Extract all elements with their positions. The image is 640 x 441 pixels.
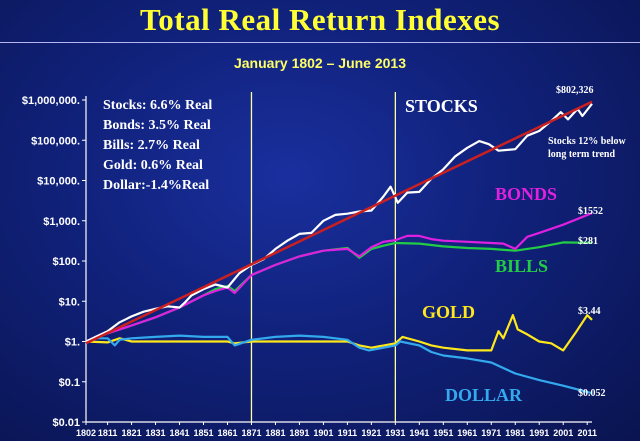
series-line-trend xyxy=(85,100,593,345)
plot-frame xyxy=(85,96,592,423)
x-tick-label: 1821 xyxy=(122,428,142,438)
x-tick-label: 1831 xyxy=(146,428,166,438)
x-tick-label: 1991 xyxy=(529,428,549,438)
series-line-bonds xyxy=(85,212,593,343)
series-label-dollar: DOLLAR xyxy=(445,385,523,405)
x-tick-label: 1871 xyxy=(241,428,261,438)
y-tick-label: $10,000. xyxy=(37,176,80,188)
x-tick-label: 1911 xyxy=(338,428,358,438)
y-tick-label: $100. xyxy=(52,256,80,268)
y-tick-label: $0.01 xyxy=(52,417,80,429)
series-line-gold xyxy=(85,314,593,352)
x-tick-label: 1981 xyxy=(505,428,525,438)
x-tick-label: 1971 xyxy=(481,428,501,438)
title-divider xyxy=(0,42,640,43)
x-axis: 1802 1811 1821 1831 1841 1851 1861 1871 1881 1891… xyxy=(76,422,597,438)
x-tick-label: 1951 xyxy=(433,428,453,438)
series-label-stocks: STOCKS xyxy=(405,96,478,116)
vertical-markers xyxy=(250,92,397,422)
end-value-dollar: $0.052 xyxy=(578,388,606,399)
annotation-line: Stocks 12% below xyxy=(548,136,627,147)
y-axis: $0.01 $0.1 $1. $10. $100. $1,000. $10,000. $100… xyxy=(22,95,86,429)
end-value-stocks: $802,326 xyxy=(556,85,594,96)
series-lines xyxy=(85,100,593,395)
x-tick-label: 1921 xyxy=(361,428,381,438)
x-tick-label: 2011 xyxy=(577,428,597,438)
annotation: Stocks 12% below long term trend xyxy=(548,136,627,160)
x-tick-label: 1901 xyxy=(313,428,333,438)
end-value-bills: $281 xyxy=(578,236,598,247)
y-tick-label: $100,000. xyxy=(31,135,80,147)
series-line-stocks xyxy=(85,103,593,343)
chart-subtitle: January 1802 – June 2013 xyxy=(233,55,406,71)
legend-line: Bills: 2.7% Real xyxy=(103,138,200,153)
y-tick-label: $1,000,000. xyxy=(22,95,80,107)
legend-line: Stocks: 6.6% Real xyxy=(103,98,212,113)
x-tick-label: 1881 xyxy=(265,428,285,438)
x-tick-label: 1961 xyxy=(457,428,477,438)
annotation-line: long term trend xyxy=(548,149,615,160)
x-tick-label: 1931 xyxy=(385,428,405,438)
y-tick-label: $10. xyxy=(59,296,80,308)
series-label-bonds: BONDS xyxy=(495,184,557,204)
x-tick-label: 1851 xyxy=(193,428,213,438)
series-labels: STOCKS BONDS BILLS GOLD DOLLAR $802,326 $1552 $… xyxy=(405,85,606,405)
legend-line: Gold: 0.6% Real xyxy=(103,158,203,173)
series-line-dollar xyxy=(85,334,593,395)
x-tick-label: 1891 xyxy=(289,428,309,438)
x-tick-label: 1861 xyxy=(217,428,237,438)
x-tick-label: 1811 xyxy=(98,428,118,438)
legend-line: Dollar:-1.4%Real xyxy=(103,178,209,193)
x-tick-label: 1941 xyxy=(409,428,429,438)
y-tick-label: $0.1 xyxy=(59,377,80,389)
series-label-bills: BILLS xyxy=(495,256,548,276)
legend-line: Bonds: 3.5% Real xyxy=(103,118,211,133)
x-tick-label: 1841 xyxy=(170,428,190,438)
end-value-gold: $3.44 xyxy=(578,306,601,317)
y-tick-label: $1. xyxy=(65,337,80,349)
series-label-gold: GOLD xyxy=(422,302,475,322)
x-tick-label: 1802 xyxy=(76,428,96,438)
end-value-bonds: $1552 xyxy=(578,206,603,217)
y-tick-label: $1,000. xyxy=(43,216,80,228)
chart-title: Total Real Return Indexes xyxy=(139,2,501,37)
x-tick-label: 2001 xyxy=(553,428,573,438)
legend-box: Stocks: 6.6% Real Bonds: 3.5% Real Bills: … xyxy=(103,98,212,193)
